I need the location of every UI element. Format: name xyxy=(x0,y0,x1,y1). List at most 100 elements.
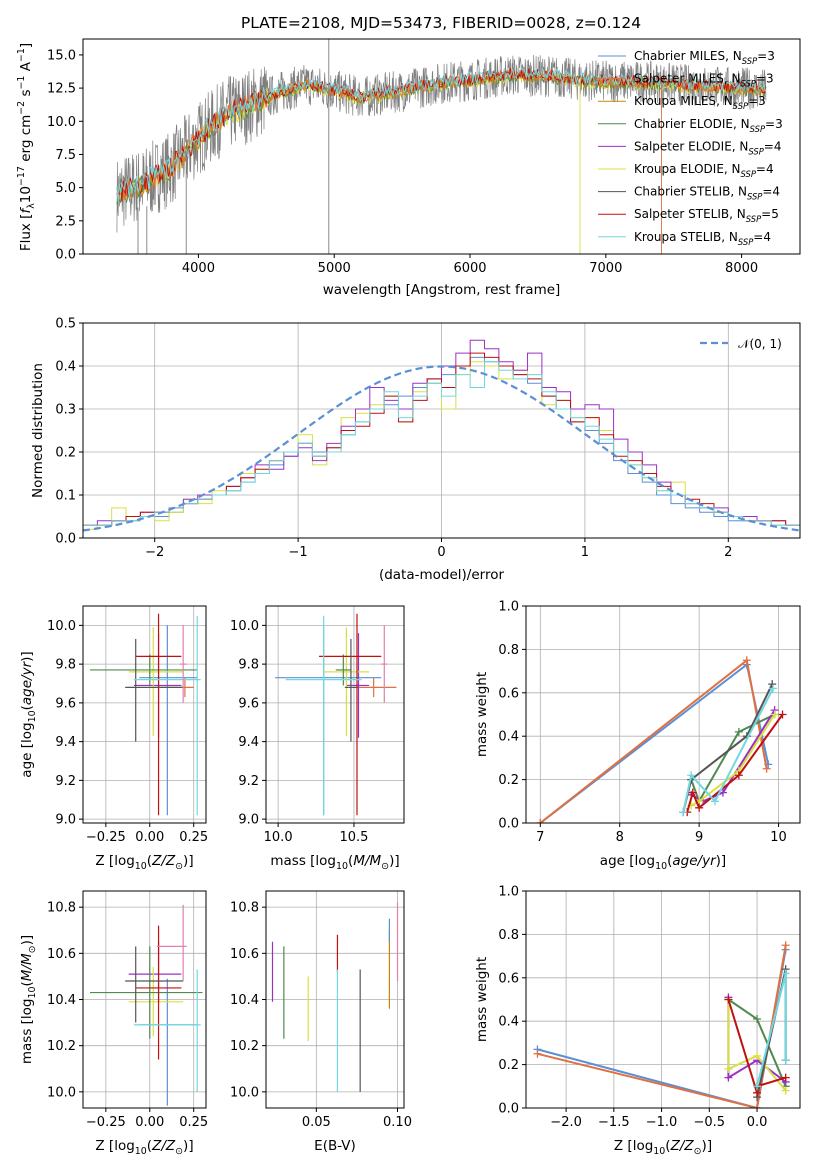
y-tick-label: 10.8 xyxy=(47,901,76,916)
errorbar-points xyxy=(275,613,397,816)
mass-weight-marker xyxy=(742,656,751,665)
mass-weight-series xyxy=(536,656,787,823)
histogram-step xyxy=(83,339,800,538)
y-tick-label: 9.4 xyxy=(55,735,76,750)
y-tick-label: 10.0 xyxy=(47,619,76,634)
errorbar-point xyxy=(125,638,184,742)
errorbar-point xyxy=(335,654,351,686)
errorbar-point xyxy=(90,654,198,686)
errorbar-points xyxy=(90,613,201,816)
spectrum-panel: 4000 5000 6000 7000 8000 0.0 2.5 5.0 7.5 10.0 12.5… xyxy=(16,38,801,298)
axes-frame xyxy=(82,38,801,255)
errorbar-point xyxy=(90,946,203,1039)
y-tick-label: 0.0 xyxy=(498,817,519,832)
y-tick-label: 9.8 xyxy=(55,658,76,673)
model-spectrum-line xyxy=(116,69,767,202)
x-tick-label: 4000 xyxy=(182,261,215,276)
y-tick-label: 12.5 xyxy=(47,82,76,97)
x-axis-label: mass [log10(M/M⊙)] xyxy=(270,853,399,872)
mass-weight-marker xyxy=(724,995,733,1004)
y-tick-label: 0.4 xyxy=(498,1015,519,1030)
x-tick-label: 1 xyxy=(581,545,589,560)
mass-weight-marker xyxy=(724,1064,733,1073)
mass-weight-marker xyxy=(781,1073,790,1082)
figure-title: PLATE=2108, MJD=53473, FIBERID=0028, z=0… xyxy=(241,14,641,32)
legend-label: Salpeter STELIB, NSSP=5 xyxy=(634,207,779,224)
y-tick-label: 0.0 xyxy=(55,532,76,547)
x-tick-label: 9 xyxy=(695,830,703,845)
mass-weight-marker xyxy=(781,1056,790,1065)
x-tick-label: 7 xyxy=(536,830,544,845)
x-tick-label: 7000 xyxy=(589,261,622,276)
x-tick-label: −2 xyxy=(145,545,164,560)
y-axis-label: mass weight xyxy=(474,957,490,1042)
x-tick-label: −0.25 xyxy=(86,830,126,845)
y-tick-label: 9.8 xyxy=(238,658,259,673)
x-tick-label: 0.10 xyxy=(383,1115,412,1130)
x-tick-label: 8 xyxy=(616,830,624,845)
y-tick-label: 9.6 xyxy=(238,696,259,711)
x-tick-label: 0 xyxy=(437,545,445,560)
legend-label: Kroupa STELIB, NSSP=4 xyxy=(634,230,771,247)
legend-label: 𝒩(0, 1) xyxy=(738,337,782,351)
errorbar-point xyxy=(344,638,357,742)
y-tick-label: 2.5 xyxy=(55,214,76,229)
y-tick-label: 0.6 xyxy=(498,686,519,701)
y-tick-label: 9.4 xyxy=(238,735,259,750)
errorbar-points xyxy=(90,904,203,1106)
axes-frame xyxy=(265,605,405,824)
x-tick-label: −0.25 xyxy=(86,1115,126,1130)
legend-label: Chabrier MILES, NSSP=3 xyxy=(634,49,775,66)
model-spectrum-line xyxy=(116,66,767,202)
errorbar-point xyxy=(139,625,198,816)
histogram-series xyxy=(83,339,800,538)
y-tick-label: 9.2 xyxy=(238,774,259,789)
y-tick-label: 0.3 xyxy=(55,403,76,418)
mass-weight-marker xyxy=(753,1104,762,1108)
y-tick-label: 0.8 xyxy=(498,643,519,658)
errorbar-point xyxy=(128,627,184,736)
mass-weight-line xyxy=(539,662,770,823)
x-tick-label: 0.25 xyxy=(179,1115,208,1130)
y-tick-label: 7.5 xyxy=(55,148,76,163)
model-spectrum-line xyxy=(116,68,767,201)
errorbar-point xyxy=(128,967,184,1037)
mass-weight-line xyxy=(682,688,774,813)
y-tick-label: 0.4 xyxy=(55,360,76,375)
y-tick-label: 9.6 xyxy=(55,696,76,711)
mass-weight-marker xyxy=(734,727,743,736)
legend-label: Chabrier ELODIE, NSSP=3 xyxy=(634,117,783,134)
mass-weight-line xyxy=(690,713,776,807)
y-axis-label: Normed distribution xyxy=(30,363,46,498)
mass-weight-marker xyxy=(768,684,777,693)
legend: Chabrier MILES, NSSP=3 Salpeter MILES, NS… xyxy=(598,49,783,247)
errorbar-point xyxy=(285,615,362,816)
y-tick-label: 0.4 xyxy=(498,730,519,745)
spectrum-curves xyxy=(116,39,767,254)
mass-weight-marker xyxy=(781,1086,790,1095)
x-tick-label: 10.5 xyxy=(339,830,368,845)
mass-weight-marker xyxy=(734,771,743,780)
mass-weight-marker xyxy=(770,710,779,719)
legend-label: Kroupa MILES, NSSP=3 xyxy=(634,94,766,111)
y-tick-label: 10.6 xyxy=(47,947,76,962)
errorbar-point xyxy=(139,978,198,1106)
y-tick-label: 10.2 xyxy=(47,1039,76,1054)
y-tick-label: 10.2 xyxy=(230,1039,259,1054)
errorbar-points xyxy=(271,902,399,1092)
y-tick-label: 1.0 xyxy=(498,885,519,900)
y-tick-label: 15.0 xyxy=(47,48,76,63)
y-tick-label: 10.6 xyxy=(230,947,259,962)
x-tick-label: 8000 xyxy=(725,261,758,276)
y-tick-label: 0.5 xyxy=(55,317,76,332)
y-tick-label: 0.8 xyxy=(498,928,519,943)
axes-frame xyxy=(525,890,801,1109)
mass-weight-marker xyxy=(711,797,720,806)
y-tick-label: 0.2 xyxy=(498,1058,519,1073)
y-tick-label: 10.4 xyxy=(230,993,259,1008)
x-axis-label: E(B-V) xyxy=(314,1138,356,1154)
y-axis-label: Flux [fλ10−17 erg cm−2 s−1 A−1] xyxy=(16,43,37,251)
x-tick-label: 6000 xyxy=(453,261,486,276)
mass-weight-marker xyxy=(687,771,696,780)
errorbar-point xyxy=(133,633,182,738)
